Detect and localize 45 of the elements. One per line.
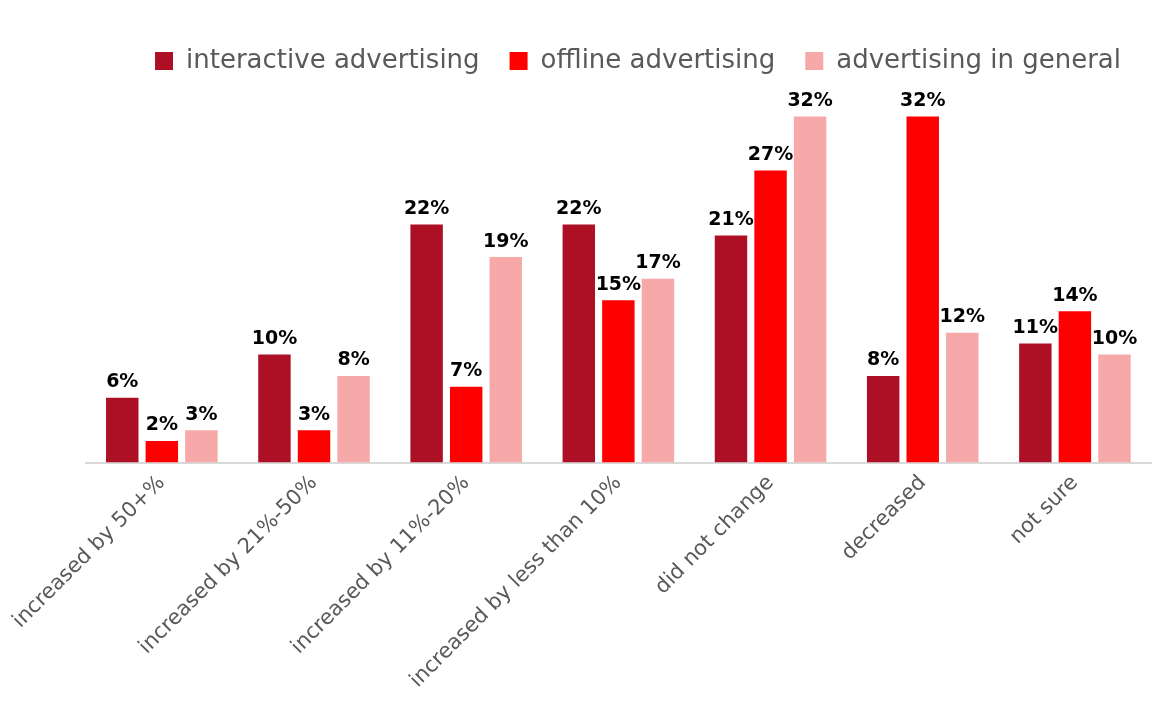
bar <box>410 224 443 463</box>
bar <box>1058 311 1092 463</box>
data-label: 8% <box>337 347 370 370</box>
data-label: 10% <box>251 325 298 348</box>
bar <box>754 170 787 463</box>
data-label: 22% <box>556 196 602 219</box>
bar <box>106 397 139 463</box>
bar <box>489 257 522 463</box>
bar <box>793 116 827 463</box>
data-label: 32% <box>899 87 946 110</box>
bar <box>1019 343 1052 463</box>
data-label: 2% <box>145 412 178 435</box>
bar <box>602 300 635 463</box>
legend-label: interactive advertising <box>186 43 480 74</box>
data-label: 22% <box>403 196 450 219</box>
data-label: 19% <box>483 228 529 251</box>
bar <box>145 440 179 463</box>
data-label: 7% <box>450 358 483 381</box>
bar <box>562 224 596 463</box>
data-label: 11% <box>1012 315 1059 338</box>
data-label: 10% <box>1091 325 1138 348</box>
data-label: 17% <box>635 250 681 273</box>
bar <box>337 376 370 463</box>
data-label: 21% <box>708 206 754 229</box>
data-label: 27% <box>747 141 794 164</box>
legend-label: offline advertising <box>540 43 776 74</box>
data-label: 14% <box>1052 282 1098 305</box>
bar <box>641 278 675 463</box>
bar <box>906 116 939 463</box>
bar <box>1098 354 1131 463</box>
bar <box>946 332 979 463</box>
bar <box>185 430 218 463</box>
data-label: 32% <box>787 87 833 110</box>
bar <box>449 386 483 463</box>
data-label: 3% <box>185 401 218 424</box>
legend-label: advertising in general <box>836 43 1121 74</box>
data-label: 8% <box>867 347 900 370</box>
bar <box>297 430 331 463</box>
data-label: 12% <box>939 304 986 327</box>
bar <box>258 354 291 463</box>
data-label: 15% <box>595 271 642 294</box>
data-label: 3% <box>297 401 331 424</box>
data-label: 6% <box>106 369 139 392</box>
bar <box>866 376 900 463</box>
bar <box>714 235 748 463</box>
